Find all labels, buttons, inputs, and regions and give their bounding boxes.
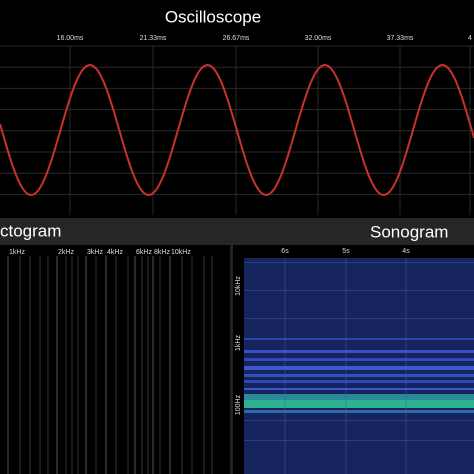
x-tick-label: 37.33ms <box>387 35 414 42</box>
frequency-band <box>244 350 474 353</box>
sonogram-plot: 6s 5s 4s 10kHz 1kHz 100Hz <box>235 248 474 474</box>
frequency-band <box>244 394 474 400</box>
spectrogram-title: ctogram <box>0 221 61 240</box>
x-tick-label: 26.67ms <box>223 35 250 42</box>
x-tick-label: 6kHz <box>136 249 152 256</box>
panel-separator <box>230 245 233 474</box>
x-tick-label: 6s <box>281 248 289 255</box>
frequency-band <box>244 400 474 408</box>
y-tick-label: 100Hz <box>235 394 242 415</box>
spectrogram-grid: 1kHz 2kHz 3kHz 4kHz 6kHz 8kHz 10kHz <box>7 249 213 474</box>
frequency-band <box>244 374 474 377</box>
y-tick-label: 1kHz <box>235 335 242 351</box>
frequency-band <box>244 366 474 370</box>
divider-bar <box>0 218 474 245</box>
y-tick-label: 10kHz <box>235 276 242 296</box>
x-tick-label: 5s <box>342 248 350 255</box>
x-tick-label: 2kHz <box>58 249 74 256</box>
frequency-band <box>244 420 474 421</box>
frequency-band <box>244 338 474 340</box>
x-tick-label: 16.00ms <box>57 35 84 42</box>
x-tick-label: 4s <box>402 248 410 255</box>
x-tick-label: 21.33ms <box>140 35 167 42</box>
x-tick-label: 4kHz <box>107 249 123 256</box>
frequency-band <box>244 380 474 383</box>
frequency-band <box>244 262 474 263</box>
frequency-band <box>244 290 474 291</box>
x-tick-label: 8kHz <box>154 249 170 256</box>
x-tick-label: 3kHz <box>87 249 103 256</box>
x-tick-label: 32.00ms <box>305 35 332 42</box>
frequency-band <box>244 318 474 319</box>
x-tick-label: 4 <box>468 35 472 42</box>
x-tick-label: 1kHz <box>9 249 25 256</box>
frequency-band <box>244 410 474 413</box>
signal-wave <box>0 63 474 197</box>
frequency-band <box>244 440 474 441</box>
sonogram-title: Sonogram <box>370 222 448 241</box>
oscilloscope-title: Oscilloscope <box>165 7 261 26</box>
frequency-band <box>244 358 474 361</box>
x-tick-label: 10kHz <box>171 249 191 256</box>
frequency-band <box>244 388 474 390</box>
